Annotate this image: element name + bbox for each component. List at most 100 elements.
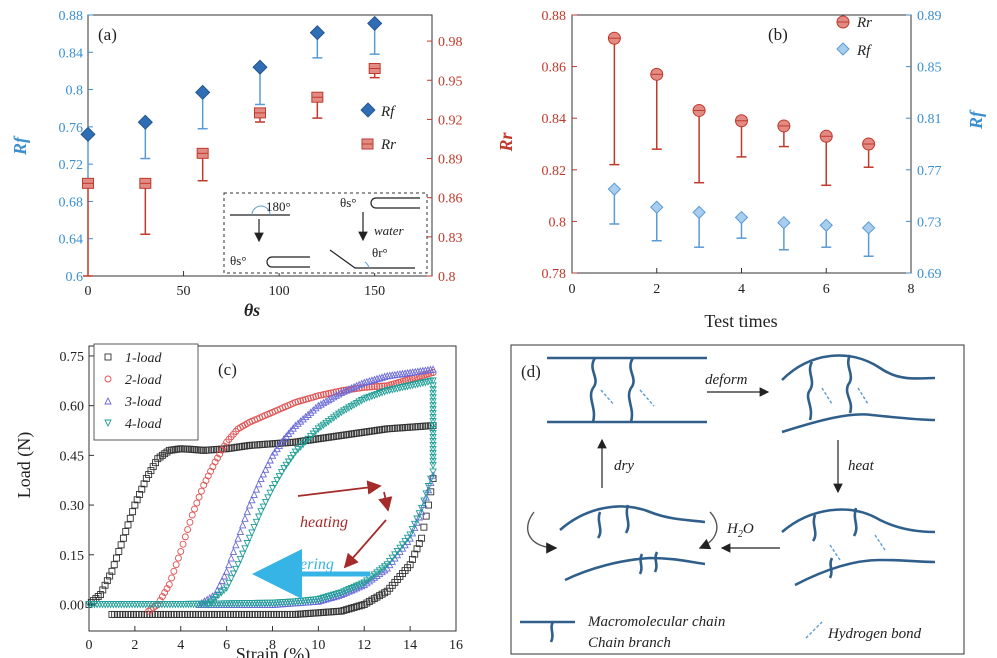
c-xtick-label: 12 bbox=[357, 638, 371, 653]
legend-hbond-label: Hydrogen bond bbox=[827, 626, 922, 642]
a-rf-point bbox=[195, 84, 211, 100]
c-point bbox=[411, 550, 419, 558]
c-point bbox=[273, 477, 281, 485]
c-point bbox=[350, 583, 358, 592]
c-ytick-label: 0.30 bbox=[60, 499, 85, 514]
c-point bbox=[373, 569, 381, 577]
c-point bbox=[429, 402, 437, 410]
c-point bbox=[227, 554, 235, 562]
c-point bbox=[252, 485, 261, 493]
chain-bottom-heated bbox=[794, 558, 936, 587]
c-point bbox=[218, 576, 226, 585]
c-point bbox=[220, 571, 229, 580]
b-ytick-right-label: 0.81 bbox=[917, 112, 942, 127]
c-point bbox=[312, 403, 320, 412]
c-point bbox=[212, 593, 220, 602]
panel-b-ylabel-left: Rr bbox=[496, 132, 516, 153]
c-point bbox=[378, 565, 386, 573]
c-point bbox=[218, 446, 226, 454]
branch-heated-2 bbox=[852, 507, 858, 537]
legend-rf-label: Rf bbox=[380, 104, 396, 120]
c-xtick-label: 2 bbox=[131, 638, 138, 653]
panel-b-legend: Rr Rf bbox=[836, 15, 872, 59]
hbond-1 bbox=[600, 389, 615, 406]
curl-arrow-left bbox=[527, 511, 558, 554]
c-point bbox=[408, 526, 417, 534]
c-point bbox=[250, 524, 258, 532]
b-rf-point bbox=[607, 182, 622, 196]
chain-bottom-watered bbox=[564, 556, 706, 582]
a-ytick-left-label: 0.8 bbox=[66, 84, 84, 99]
c-point bbox=[195, 493, 203, 501]
c-point bbox=[304, 410, 312, 418]
a-ytick-right-label: 0.95 bbox=[438, 74, 463, 89]
c-point bbox=[248, 495, 256, 504]
c-point bbox=[353, 603, 361, 611]
c-point bbox=[209, 596, 218, 604]
panel-a-label: (a) bbox=[98, 25, 117, 44]
c-point bbox=[317, 391, 325, 399]
c-point bbox=[352, 381, 361, 390]
c-point bbox=[147, 467, 155, 475]
label-dry: dry bbox=[614, 458, 634, 474]
a-rf-point bbox=[252, 59, 268, 75]
c-point bbox=[275, 473, 284, 481]
c-point bbox=[332, 590, 340, 599]
b-rf-point bbox=[861, 221, 876, 235]
b-xtick-label: 8 bbox=[908, 282, 915, 297]
c-point bbox=[291, 421, 300, 429]
c-point bbox=[357, 580, 366, 589]
c-point bbox=[429, 426, 437, 434]
c-xtick-label: 10 bbox=[311, 638, 325, 653]
c-point bbox=[429, 390, 437, 398]
c-point bbox=[191, 446, 198, 454]
a-xtick-label: 150 bbox=[364, 284, 385, 299]
c-point bbox=[287, 455, 295, 463]
chain-top-watered bbox=[559, 505, 706, 531]
b-rf-point bbox=[650, 200, 664, 214]
c-point bbox=[122, 528, 130, 536]
c-point bbox=[181, 445, 189, 453]
b-ytick-left-label: 0.82 bbox=[542, 164, 567, 179]
c-point bbox=[358, 601, 366, 609]
c-point bbox=[165, 581, 173, 589]
b-ytick-right-label: 0.85 bbox=[917, 61, 942, 76]
c-point bbox=[342, 386, 351, 394]
c-point bbox=[301, 412, 310, 421]
c-point bbox=[191, 505, 198, 513]
b-xtick-label: 2 bbox=[653, 282, 660, 297]
c-point bbox=[429, 441, 437, 450]
a-xtick-label: 100 bbox=[269, 284, 290, 299]
b-ytick-right-label: 0.73 bbox=[917, 215, 942, 230]
c-point bbox=[357, 379, 366, 388]
branch-watered-3 bbox=[638, 553, 644, 575]
c-point bbox=[85, 601, 93, 609]
c-point bbox=[429, 410, 437, 418]
a-ytick-left-label: 0.72 bbox=[59, 158, 84, 173]
c-legend-marker bbox=[104, 396, 112, 405]
c-point bbox=[195, 446, 203, 454]
c-point bbox=[417, 504, 426, 513]
c-point bbox=[238, 520, 247, 529]
label-deform: deform bbox=[705, 372, 748, 388]
c-point bbox=[420, 497, 428, 506]
c-point bbox=[418, 534, 426, 542]
c-point bbox=[429, 422, 437, 430]
c-ytick-label: 0.75 bbox=[60, 350, 85, 365]
c-point bbox=[337, 589, 346, 597]
c-point bbox=[193, 446, 201, 454]
c-point bbox=[255, 513, 263, 522]
legend-b-rf-marker bbox=[836, 42, 850, 56]
c-point bbox=[429, 434, 437, 442]
c-legend-label: 3-load bbox=[124, 395, 163, 410]
c-point bbox=[175, 554, 182, 562]
c-point bbox=[103, 577, 111, 585]
state-watered bbox=[559, 504, 706, 582]
hbond-heated-1 bbox=[829, 544, 841, 561]
panel-a-legend: Rf Rr bbox=[360, 102, 396, 153]
c-point bbox=[408, 528, 417, 537]
a-ytick-left-label: 0.88 bbox=[59, 9, 84, 24]
c-point bbox=[420, 523, 428, 531]
c-point bbox=[363, 599, 371, 607]
c-point bbox=[410, 523, 419, 532]
